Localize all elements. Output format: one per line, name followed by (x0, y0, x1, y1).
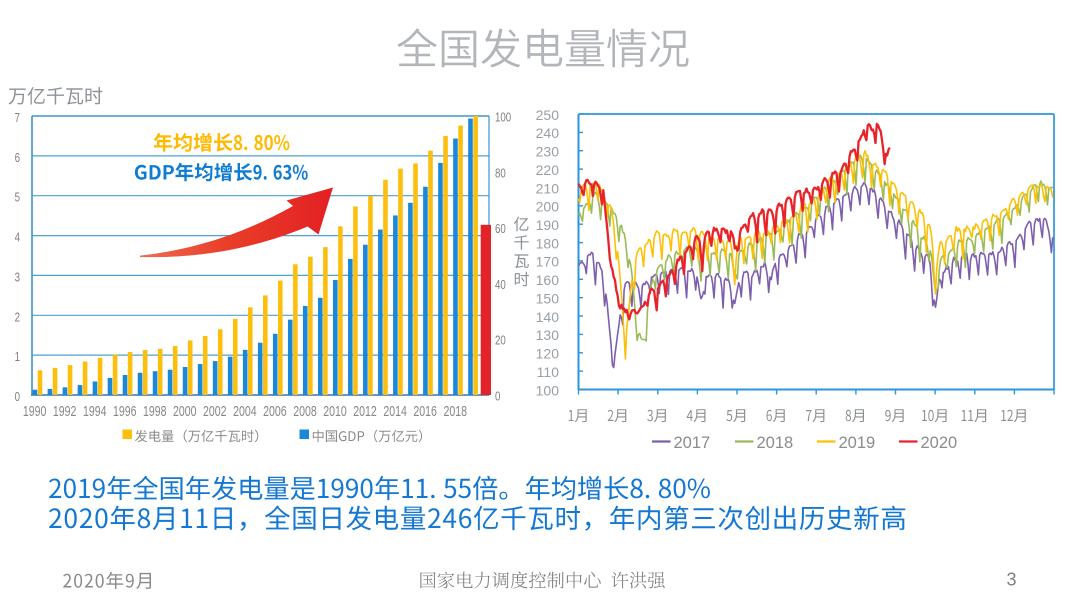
svg-text:250: 250 (536, 107, 560, 123)
svg-text:2002: 2002 (203, 403, 227, 420)
svg-text:230: 230 (536, 144, 560, 160)
svg-text:0: 0 (15, 389, 20, 404)
svg-text:2019: 2019 (839, 434, 876, 452)
svg-text:180: 180 (536, 235, 560, 251)
svg-text:210: 210 (536, 180, 560, 196)
svg-text:130: 130 (536, 327, 560, 343)
svg-text:2000: 2000 (173, 403, 197, 420)
svg-text:3: 3 (15, 269, 20, 284)
svg-text:4: 4 (15, 230, 20, 245)
svg-text:220: 220 (536, 162, 560, 178)
svg-text:2014: 2014 (383, 403, 407, 420)
svg-text:20: 20 (495, 333, 506, 348)
svg-text:0: 0 (495, 389, 500, 404)
svg-text:2006: 2006 (263, 403, 287, 420)
svg-text:100: 100 (536, 382, 560, 398)
svg-text:190: 190 (536, 217, 560, 233)
svg-text:2: 2 (15, 309, 20, 324)
svg-text:6: 6 (15, 150, 20, 165)
svg-text:200: 200 (536, 199, 560, 215)
svg-text:7: 7 (15, 110, 20, 125)
svg-text:100: 100 (495, 110, 511, 125)
svg-text:3: 3 (1007, 570, 1017, 590)
svg-text:170: 170 (536, 254, 560, 270)
svg-text:140: 140 (536, 309, 560, 325)
svg-text:2017: 2017 (674, 434, 711, 452)
svg-text:80: 80 (495, 165, 506, 180)
svg-text:120: 120 (536, 346, 560, 362)
svg-text:2020: 2020 (921, 434, 958, 452)
svg-text:150: 150 (536, 291, 560, 307)
svg-text:40: 40 (495, 277, 506, 292)
svg-text:1994: 1994 (83, 403, 107, 420)
svg-text:2016: 2016 (413, 403, 437, 420)
svg-text:1998: 1998 (143, 403, 167, 420)
svg-text:2010: 2010 (323, 403, 347, 420)
svg-text:1: 1 (15, 349, 20, 364)
svg-text:1992: 1992 (53, 403, 77, 420)
svg-text:60: 60 (495, 221, 506, 236)
svg-text:2008: 2008 (293, 403, 317, 420)
svg-text:2004: 2004 (233, 403, 257, 420)
svg-text:5: 5 (15, 190, 20, 205)
svg-text:1990: 1990 (23, 403, 47, 420)
svg-text:2012: 2012 (353, 403, 377, 420)
svg-text:2018: 2018 (443, 403, 467, 420)
svg-text:2018: 2018 (757, 434, 794, 452)
svg-text:160: 160 (536, 272, 560, 288)
svg-text:240: 240 (536, 125, 560, 141)
svg-text:1996: 1996 (113, 403, 137, 420)
svg-text:110: 110 (537, 364, 560, 380)
